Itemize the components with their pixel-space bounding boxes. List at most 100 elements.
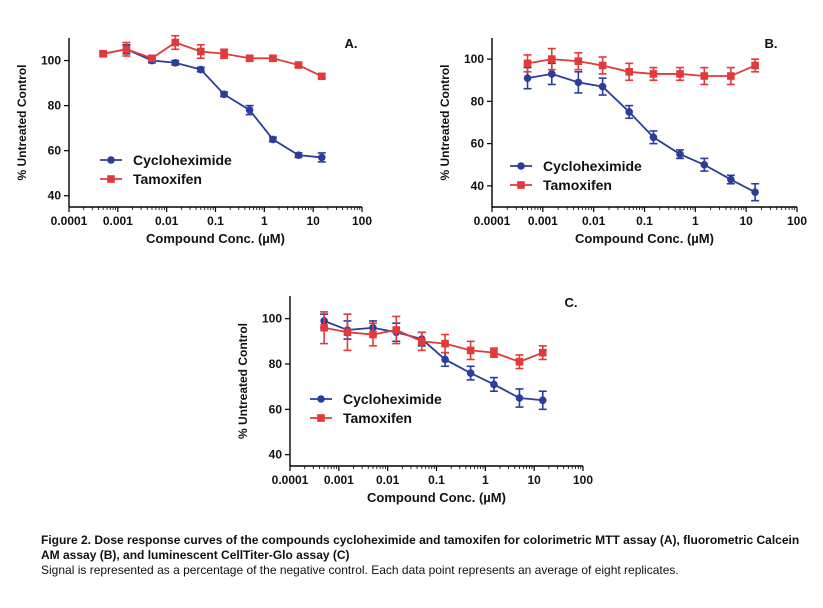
data-point (649, 133, 658, 142)
x-tick-label: 1 (482, 473, 489, 487)
data-point (515, 357, 524, 366)
x-axis-label: Compound Conc. (µM) (575, 231, 714, 246)
data-point (220, 90, 228, 99)
legend-marker (317, 395, 325, 403)
x-tick-label: 0.01 (376, 473, 400, 487)
data-point (727, 175, 735, 184)
data-point (676, 150, 684, 158)
data-point (523, 74, 532, 82)
data-point (317, 72, 326, 81)
panel-title: B. (765, 36, 778, 51)
data-point (99, 49, 107, 58)
x-tick-label: 100 (573, 473, 593, 487)
panel-title: A. (345, 36, 358, 51)
y-tick-label: 40 (471, 179, 485, 193)
data-point (441, 355, 449, 364)
data-point (441, 339, 449, 348)
x-tick-label: 0.1 (636, 214, 653, 228)
series-line (102, 48, 322, 159)
data-point (369, 330, 377, 339)
series-line (323, 320, 543, 402)
data-point (392, 326, 401, 334)
data-point (598, 82, 607, 91)
chart-panel: 40 60 80 100 0.0001 0.001 0.01 0.1 1 10 100 Compoun… (236, 295, 593, 505)
x-tick-label: 0.1 (428, 473, 445, 487)
series-cycloheximide (99, 43, 326, 163)
data-point (466, 346, 475, 355)
x-tick-label: 0.001 (324, 473, 354, 487)
caption-title: Figure 2. Dose response curves of the co… (41, 533, 800, 562)
chart-panel: 40 60 80 100 0.0001 0.001 0.01 0.1 1 10 100 Compoun… (15, 34, 372, 246)
figure-caption: Figure 2. Dose response curves of the co… (41, 533, 811, 578)
y-axis-label: % Untreated Control (15, 64, 29, 180)
data-point (466, 369, 475, 377)
data-point (727, 72, 735, 80)
data-point (538, 348, 547, 357)
data-point (574, 78, 583, 87)
x-tick-label: 0.0001 (51, 214, 88, 228)
data-point (196, 47, 205, 56)
x-tick-label: 0.001 (528, 214, 558, 228)
series-line (323, 326, 544, 363)
data-point (294, 151, 303, 159)
data-point (171, 58, 180, 67)
series-cycloheximide (523, 62, 760, 202)
y-tick-label: 80 (48, 99, 62, 113)
data-point (649, 70, 658, 78)
data-point (538, 396, 547, 405)
legend-marker (517, 181, 525, 189)
data-point (700, 72, 709, 80)
data-point (269, 54, 277, 63)
y-tick-label: 100 (262, 312, 282, 326)
data-point (574, 57, 583, 66)
data-point (245, 54, 254, 63)
data-point (417, 337, 426, 346)
data-point (490, 380, 498, 389)
x-tick-label: 100 (352, 214, 372, 228)
data-point (148, 54, 156, 63)
data-point (196, 65, 205, 74)
data-point (320, 323, 328, 332)
data-point (547, 70, 556, 78)
y-tick-label: 60 (471, 137, 485, 151)
series-tamoxifen (523, 47, 760, 86)
y-tick-label: 100 (464, 52, 484, 66)
legend-label: Tamoxifen (343, 410, 412, 426)
data-point (343, 328, 352, 337)
data-point (751, 188, 759, 197)
series-tamoxifen (320, 311, 547, 370)
y-axis-label: % Untreated Control (438, 64, 452, 180)
x-tick-label: 10 (306, 214, 320, 228)
data-point (245, 106, 254, 114)
legend-label: Cycloheximide (343, 391, 442, 407)
series-line (527, 58, 756, 77)
legend-label: Cycloheximide (133, 152, 232, 168)
panel-title: C. (565, 295, 578, 310)
chart-panel: 40 60 80 100 0.0001 0.001 0.01 0.1 1 10 100 Compoun… (438, 36, 807, 246)
y-tick-label: 60 (269, 402, 283, 416)
data-point (625, 68, 633, 76)
data-point (598, 61, 607, 70)
data-point (490, 348, 498, 357)
x-tick-label: 0.0001 (272, 473, 309, 487)
x-axis-label: Compound Conc. (µM) (367, 490, 506, 505)
x-tick-label: 0.0001 (474, 214, 511, 228)
y-tick-label: 80 (269, 357, 283, 371)
data-point (547, 55, 556, 63)
x-tick-label: 1 (261, 214, 268, 228)
x-tick-label: 0.01 (155, 214, 179, 228)
legend-label: Cycloheximide (543, 158, 642, 174)
data-point (294, 61, 303, 69)
series-line (102, 41, 323, 78)
data-point (515, 394, 524, 402)
data-point (171, 38, 180, 47)
data-point (269, 135, 277, 144)
data-point (122, 45, 131, 54)
legend-marker (517, 162, 525, 170)
data-point (523, 59, 532, 68)
legend-marker (317, 414, 325, 422)
data-point (317, 153, 326, 162)
x-tick-label: 1 (692, 214, 699, 228)
legend-marker (107, 175, 115, 183)
